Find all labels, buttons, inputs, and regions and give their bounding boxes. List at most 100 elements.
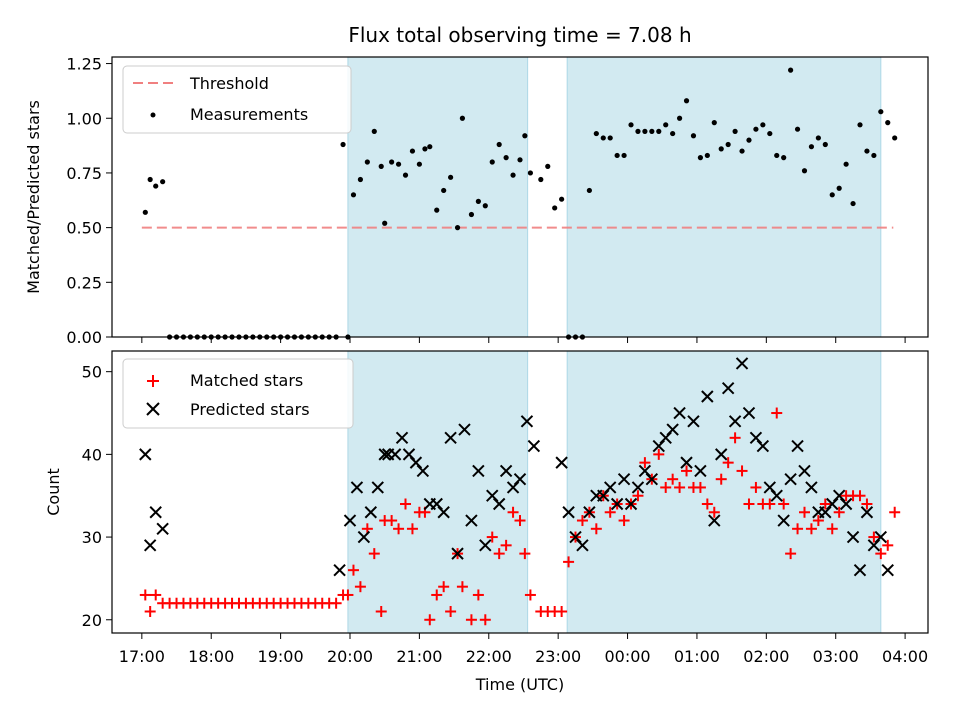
predicted-point: [576, 539, 589, 552]
observing-interval-shade: [347, 56, 529, 338]
predicted-point: [603, 481, 617, 494]
measurement-point: [489, 159, 495, 165]
top-y-tick-label: 0.75: [66, 164, 102, 183]
matched-point: [445, 605, 457, 617]
top-legend: Threshold Measurements: [122, 65, 352, 134]
x-tick-label: 21:00: [396, 647, 442, 666]
legend-matched-label: Matched stars: [190, 371, 303, 390]
matched-point: [681, 465, 693, 477]
top-legend-box: [122, 65, 352, 134]
matched-point: [386, 515, 398, 527]
measurement-point: [871, 152, 877, 159]
matched-point: [556, 605, 568, 617]
measurement-point: [586, 187, 592, 194]
measurement-point: [774, 152, 780, 159]
predicted-point: [624, 497, 638, 511]
matched-point: [722, 457, 734, 469]
matched-point: [431, 589, 443, 601]
predicted-point: [479, 539, 492, 552]
matched-point: [715, 473, 727, 485]
predicted-point: [874, 530, 888, 544]
x-tick-label: 23:00: [535, 647, 581, 666]
predicted-point: [721, 382, 735, 395]
predicted-point: [388, 448, 402, 461]
predicted-point: [610, 497, 624, 511]
predicted-point: [631, 481, 645, 494]
predicted-point: [687, 415, 700, 428]
matched-point: [632, 490, 644, 502]
bottom-y-tick-label: 50: [82, 363, 102, 382]
measurement-point: [395, 161, 402, 167]
matched-point: [639, 457, 651, 469]
predicted-point: [364, 506, 378, 519]
predicted-point: [350, 481, 364, 494]
measurement-point: [857, 122, 863, 128]
measurement-point: [718, 146, 724, 152]
measurement-point: [753, 126, 759, 132]
matched-point: [701, 498, 713, 510]
measurement-point: [656, 128, 662, 134]
measurement-point: [559, 196, 565, 202]
measurement-point: [522, 133, 528, 139]
chart-title: Flux total observing time = 7.08 h: [348, 23, 691, 47]
measurement-point: [607, 135, 613, 141]
matched-point: [743, 498, 755, 510]
measurement-point: [422, 146, 428, 152]
matched-point: [424, 614, 436, 626]
measurement-point: [815, 135, 821, 141]
predicted-point: [666, 423, 679, 436]
predicted-point: [555, 456, 568, 469]
matched-point: [519, 548, 531, 560]
top-plot-frame: [111, 56, 929, 338]
measurement-point: [593, 130, 599, 137]
measurement-point: [468, 211, 475, 218]
x-tick-label: 03:00: [813, 647, 859, 666]
predicted-point: [791, 439, 804, 453]
matched-point: [514, 515, 526, 527]
predicted-point: [451, 547, 464, 560]
measurement-point: [649, 128, 655, 134]
measurement-point: [389, 159, 395, 165]
predicted-point: [520, 415, 534, 428]
predicted-point: [562, 506, 575, 519]
bottom-y-tick-label: 30: [82, 528, 102, 547]
matched-point: [826, 523, 838, 535]
measurement-point: [781, 155, 787, 161]
x-tick-label: 19:00: [258, 647, 304, 666]
matched-point: [882, 539, 894, 551]
measurement-point: [160, 179, 166, 185]
matched-point: [708, 506, 720, 518]
x-tick-label: 20:00: [327, 647, 373, 666]
matched-point: [833, 506, 845, 518]
measurement-point: [496, 141, 502, 148]
top-y-axis: 0.00 0.25 0.50 0.75 1.00 1.25: [66, 55, 112, 347]
matched-point: [667, 473, 679, 485]
matched-point: [368, 548, 380, 560]
predicted-point: [149, 506, 162, 519]
measurement-point: [829, 192, 835, 198]
predicted-point: [617, 472, 631, 486]
measurement-point: [340, 141, 346, 148]
predicted-point: [881, 563, 894, 577]
measurement-point: [527, 170, 534, 176]
matched-point: [653, 448, 665, 460]
matched-point: [342, 589, 354, 601]
measurement-point: [794, 126, 801, 132]
measurement-point: [482, 203, 488, 209]
measurement-point: [382, 220, 388, 226]
measurement-point: [357, 176, 364, 183]
measurement-point: [434, 207, 440, 213]
matched-point: [500, 539, 512, 551]
bottom-y-tick-label: 40: [82, 445, 102, 464]
x-tick-label: 01:00: [674, 647, 720, 666]
bottom-legend: Matched stars Predicted stars: [122, 358, 354, 429]
legend-matched-swatch: [147, 375, 159, 387]
measurement-point: [642, 128, 648, 134]
matched-point: [139, 589, 151, 601]
matched-point: [729, 432, 741, 444]
measurement-point: [409, 148, 416, 154]
measurement-point: [683, 98, 690, 104]
measurement-point: [732, 128, 738, 134]
matched-point: [792, 523, 804, 535]
